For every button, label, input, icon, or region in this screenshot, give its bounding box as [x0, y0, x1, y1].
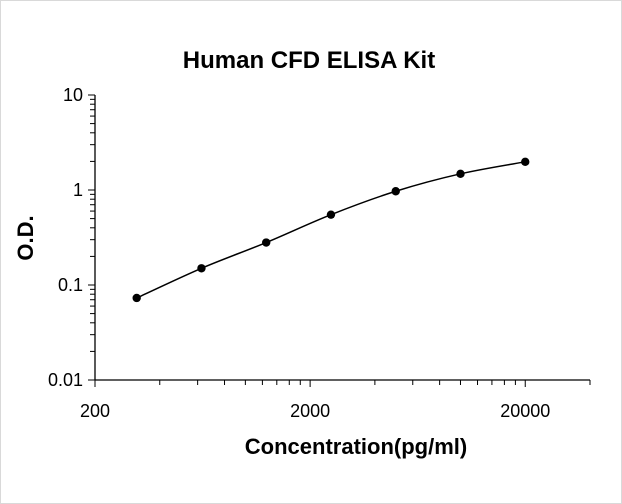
x-tick-label: 200 — [80, 401, 110, 421]
data-point — [197, 264, 206, 273]
data-point — [456, 169, 465, 179]
x-tick-label: 20000 — [500, 401, 550, 421]
y-tick-label: 0.01 — [48, 370, 83, 390]
fit-curve — [136, 161, 526, 299]
plot-group — [132, 157, 530, 303]
data-point — [391, 187, 400, 196]
data-point — [521, 157, 530, 167]
x-axis-label: Concentration(pg/ml) — [245, 434, 467, 459]
data-point — [326, 210, 336, 219]
y-axis-label: O.D. — [13, 215, 38, 260]
data-point — [132, 293, 141, 303]
data-point — [262, 238, 271, 247]
y-tick-label: 1 — [73, 180, 83, 200]
x-tick-label: 2000 — [290, 401, 330, 421]
chart-title: Human CFD ELISA Kit — [183, 47, 435, 74]
y-tick-label: 0.1 — [58, 275, 83, 295]
y-tick-label: 10 — [63, 85, 83, 105]
axes-group: 0.01 0.1 1 10 200 2000 20000 — [48, 85, 591, 421]
